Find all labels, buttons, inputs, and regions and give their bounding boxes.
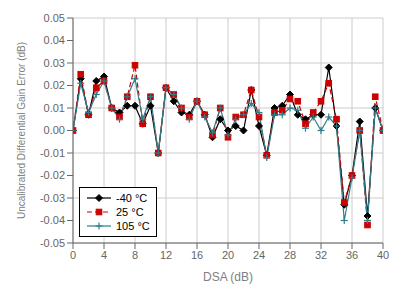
svg-text:28: 28 xyxy=(284,249,296,261)
svg-text:36: 36 xyxy=(346,249,358,261)
svg-text:0.00: 0.00 xyxy=(44,124,65,136)
svg-text:0.05: 0.05 xyxy=(44,12,65,24)
html-text:-40 °C: -40 °C xyxy=(116,192,148,204)
html-text:25 °C: 25 °C xyxy=(116,206,144,218)
svg-text:8: 8 xyxy=(132,249,138,261)
svg-text:DSA (dB): DSA (dB) xyxy=(203,270,253,284)
svg-text:-0.01: -0.01 xyxy=(40,147,65,159)
svg-text:0.04: 0.04 xyxy=(44,34,65,46)
svg-text:20: 20 xyxy=(222,249,234,261)
svg-text:12: 12 xyxy=(160,249,172,261)
svg-text:0.03: 0.03 xyxy=(44,57,65,69)
svg-text:-0.03: -0.03 xyxy=(40,192,65,204)
svg-text:24: 24 xyxy=(253,249,265,261)
svg-text:40: 40 xyxy=(377,249,389,261)
svg-text:4: 4 xyxy=(101,249,107,261)
svg-text:-0.05: -0.05 xyxy=(40,237,65,249)
svg-text:0.02: 0.02 xyxy=(44,79,65,91)
svg-text:0: 0 xyxy=(70,249,76,261)
html-text:105 °C: 105 °C xyxy=(116,220,150,232)
svg-text:-0.04: -0.04 xyxy=(40,214,65,226)
svg-text:Uncalibrated Differential Gain: Uncalibrated Differential Gain Error (dB… xyxy=(16,42,27,219)
svg-text:16: 16 xyxy=(191,249,203,261)
svg-text:0.01: 0.01 xyxy=(44,102,65,114)
svg-text:32: 32 xyxy=(315,249,327,261)
svg-text:-0.02: -0.02 xyxy=(40,169,65,181)
